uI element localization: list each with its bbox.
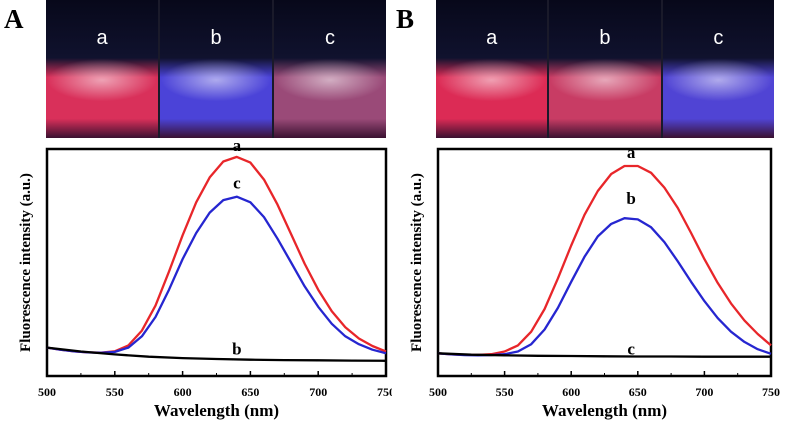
series-line-c <box>437 352 771 358</box>
curve-label-a: a <box>627 143 636 162</box>
vial-label: c <box>713 27 724 49</box>
series-line-b <box>46 346 387 362</box>
x-tick-label: 500 <box>38 385 56 399</box>
x-axis-label: Wavelength (nm) <box>154 401 279 420</box>
series-line-a <box>46 155 387 354</box>
x-tick-label: 650 <box>629 385 647 399</box>
x-tick-label: 600 <box>174 385 192 399</box>
vial-a-c: c <box>274 0 386 138</box>
x-tick-label: 750 <box>762 385 780 399</box>
y-axis-label: Fluorescence intensity (a.u.) <box>18 173 34 352</box>
series-line-a <box>437 164 772 357</box>
x-tick-label: 550 <box>106 385 124 399</box>
x-tick-label: 700 <box>695 385 713 399</box>
vial-b-a: a <box>436 0 550 138</box>
x-tick-label: 750 <box>377 385 392 399</box>
vial-photo-a: a b c <box>46 0 386 138</box>
panel-letter-b: B <box>396 4 415 34</box>
curve-label-c: c <box>627 340 635 359</box>
x-tick-label: 550 <box>496 385 514 399</box>
vial-a-a: a <box>46 0 160 138</box>
series-line-c <box>46 195 387 355</box>
y-axis-label: Fluorescence intensity (a.u.) <box>409 173 425 352</box>
curve-label-c: c <box>233 174 241 193</box>
curve-label-b: b <box>232 340 241 359</box>
spectrum-chart-b: 500 550 600 650 700 750 Wavelength (nm) Fluores… <box>409 143 780 420</box>
vial-label: b <box>210 27 222 49</box>
x-tick-label: 600 <box>562 385 580 399</box>
vial-label: a <box>486 27 498 49</box>
vial-label: a <box>96 27 108 49</box>
vial-label: c <box>325 27 335 49</box>
curve-label-a: a <box>233 140 242 155</box>
plot-frame <box>45 147 388 378</box>
panel-letter-a: A <box>4 4 24 34</box>
x-tick-label: 700 <box>309 385 327 399</box>
vial-b-c: c <box>662 0 774 138</box>
curve-label-b: b <box>626 189 635 208</box>
vial-a-b: b <box>160 0 274 138</box>
x-axis-label: Wavelength (nm) <box>542 401 667 420</box>
x-tick-label: 650 <box>241 385 259 399</box>
vial-label: b <box>599 27 611 49</box>
x-tick-label: 500 <box>429 385 447 399</box>
vial-photo-b: a b c <box>436 0 774 138</box>
spectrum-chart-a: 500 550 600 650 700 750 Wavelength (nm) Fluores… <box>18 140 392 420</box>
vial-b-b: b <box>549 0 663 138</box>
